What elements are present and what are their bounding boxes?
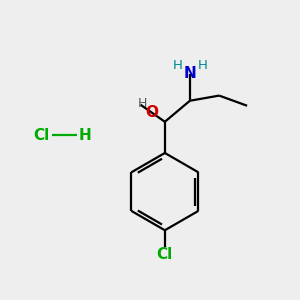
Text: Cl: Cl [33,128,50,142]
Text: N: N [184,67,196,82]
Text: H: H [137,97,147,110]
Text: H: H [79,128,92,142]
Text: O: O [145,105,158,120]
Text: H: H [172,59,182,72]
Text: H: H [197,59,207,72]
Text: Cl: Cl [157,247,173,262]
